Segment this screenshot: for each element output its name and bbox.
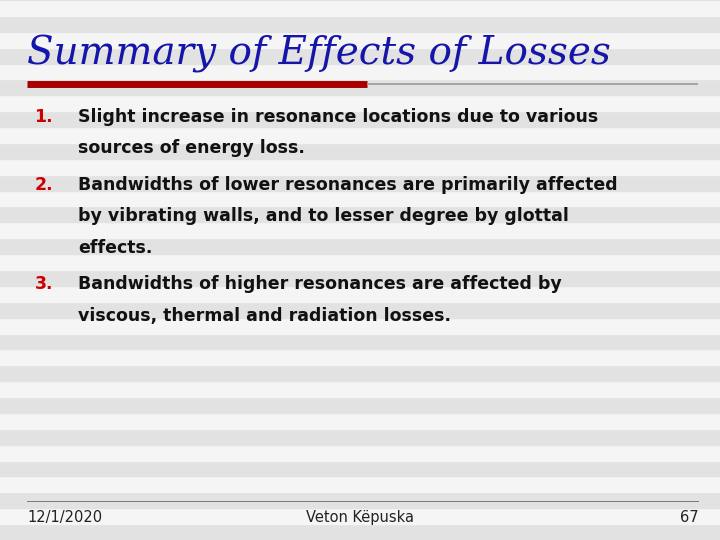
Text: Slight increase in resonance locations due to various: Slight increase in resonance locations d…	[78, 108, 598, 126]
Bar	[0, 270, 720, 286]
Bar	[0, 0, 720, 16]
Text: Bandwidths of lower resonances are primarily affected: Bandwidths of lower resonances are prima…	[78, 176, 617, 194]
Bar	[0, 191, 720, 206]
Bar	[0, 16, 720, 32]
Bar	[0, 143, 720, 159]
Bar	[0, 524, 720, 540]
Bar	[0, 64, 720, 79]
Bar	[0, 397, 720, 413]
Text: Veton Këpuska: Veton Këpuska	[306, 510, 414, 525]
Bar	[0, 445, 720, 461]
Bar	[0, 365, 720, 381]
Text: effects.: effects.	[78, 239, 152, 256]
Bar	[0, 429, 720, 445]
Text: sources of energy loss.: sources of energy loss.	[78, 139, 305, 157]
Text: by vibrating walls, and to lesser degree by glottal: by vibrating walls, and to lesser degree…	[78, 207, 569, 225]
Bar	[0, 175, 720, 191]
Text: 67: 67	[680, 510, 698, 525]
Bar	[0, 508, 720, 524]
Bar	[0, 381, 720, 397]
Bar	[0, 318, 720, 334]
Bar	[0, 238, 720, 254]
Bar	[0, 461, 720, 476]
Bar	[0, 492, 720, 508]
Text: viscous, thermal and radiation losses.: viscous, thermal and radiation losses.	[78, 307, 451, 325]
Bar	[0, 334, 720, 349]
Bar	[0, 476, 720, 492]
Text: 1.: 1.	[35, 108, 53, 126]
Text: 3.: 3.	[35, 275, 53, 293]
Bar	[0, 79, 720, 95]
Bar	[0, 32, 720, 48]
Bar	[0, 254, 720, 270]
Text: Summary of Effects of Losses: Summary of Effects of Losses	[27, 35, 611, 73]
Bar	[0, 48, 720, 64]
Bar	[0, 127, 720, 143]
Bar	[0, 349, 720, 365]
Bar	[0, 286, 720, 302]
Text: 12/1/2020: 12/1/2020	[27, 510, 102, 525]
Bar	[0, 302, 720, 318]
Bar	[0, 111, 720, 127]
Text: 2.: 2.	[35, 176, 53, 194]
Text: Bandwidths of higher resonances are affected by: Bandwidths of higher resonances are affe…	[78, 275, 562, 293]
Bar	[0, 159, 720, 175]
Bar	[0, 413, 720, 429]
Bar	[0, 222, 720, 238]
Bar	[0, 95, 720, 111]
Bar	[0, 206, 720, 222]
